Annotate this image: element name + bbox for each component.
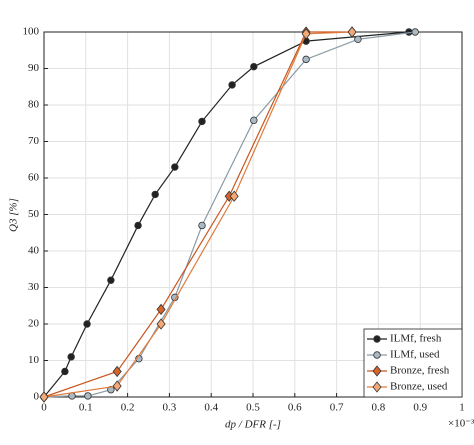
x-tick-label: 0.6	[288, 402, 302, 414]
data-point	[301, 28, 311, 40]
data-point	[250, 62, 258, 71]
legend-label: Bronze, fresh	[390, 365, 450, 377]
legend-label: ILMf, fresh	[390, 333, 442, 345]
data-point	[250, 116, 258, 125]
x-axis-label: dp / DFR [-]	[225, 419, 281, 431]
y-tick-label: 10	[28, 354, 40, 366]
x-tick-label: 0.2	[121, 402, 135, 414]
y-tick-label: 70	[28, 135, 40, 147]
x-tick-label: 0.7	[330, 402, 344, 414]
x-multiplier: ×10⁻³	[448, 418, 474, 430]
data-point	[347, 26, 357, 38]
data-point	[107, 276, 115, 284]
data-point	[67, 353, 75, 361]
data-point	[156, 303, 166, 316]
legend-marker	[372, 365, 382, 377]
data-point	[171, 163, 179, 171]
y-axis-label: Q3 [%]	[8, 198, 20, 232]
x-tick-label: 1	[459, 402, 465, 414]
data-point	[84, 392, 92, 400]
y-tick-label: 90	[28, 62, 40, 74]
x-tick-label: 0.3	[163, 402, 177, 414]
plot-frame	[43, 31, 463, 398]
legend-label: Bronze, used	[390, 381, 448, 393]
legend-marker	[373, 335, 381, 343]
y-tick-label: 50	[28, 208, 40, 220]
data-point	[112, 365, 122, 378]
y-tick-label: 40	[28, 245, 40, 257]
data-point	[39, 391, 49, 403]
data-point	[411, 28, 419, 36]
data-point	[302, 55, 310, 64]
data-point	[112, 380, 122, 392]
data-point	[198, 221, 206, 230]
y-tick-label: 0	[34, 391, 40, 403]
data-point	[354, 35, 362, 43]
y-tick-label: 100	[23, 26, 40, 38]
x-tick-label: 0.1	[79, 402, 93, 414]
data-point	[156, 318, 166, 330]
data-point	[134, 221, 142, 230]
x-tick-label: 0.9	[413, 402, 427, 414]
x-tick-label: 0.8	[372, 402, 386, 414]
y-tick-label: 60	[28, 172, 40, 184]
data-point	[229, 190, 239, 202]
series-line	[43, 31, 353, 398]
data-point	[61, 367, 69, 376]
data-point	[198, 117, 206, 126]
x-tick-label: 0.4	[204, 402, 218, 414]
data-point	[228, 81, 236, 89]
y-tick-label: 20	[28, 318, 40, 330]
data-point	[83, 320, 91, 328]
y-tick-label: 30	[28, 281, 40, 293]
series-line	[43, 31, 353, 398]
data-point	[151, 190, 159, 199]
x-tick-label: 0	[41, 402, 47, 414]
legend-label: ILMf, used	[390, 349, 440, 361]
x-tick-label: 0.5	[246, 402, 260, 414]
legend-marker	[373, 351, 381, 359]
y-tick-label: 80	[28, 99, 40, 111]
legend-marker	[372, 381, 382, 393]
